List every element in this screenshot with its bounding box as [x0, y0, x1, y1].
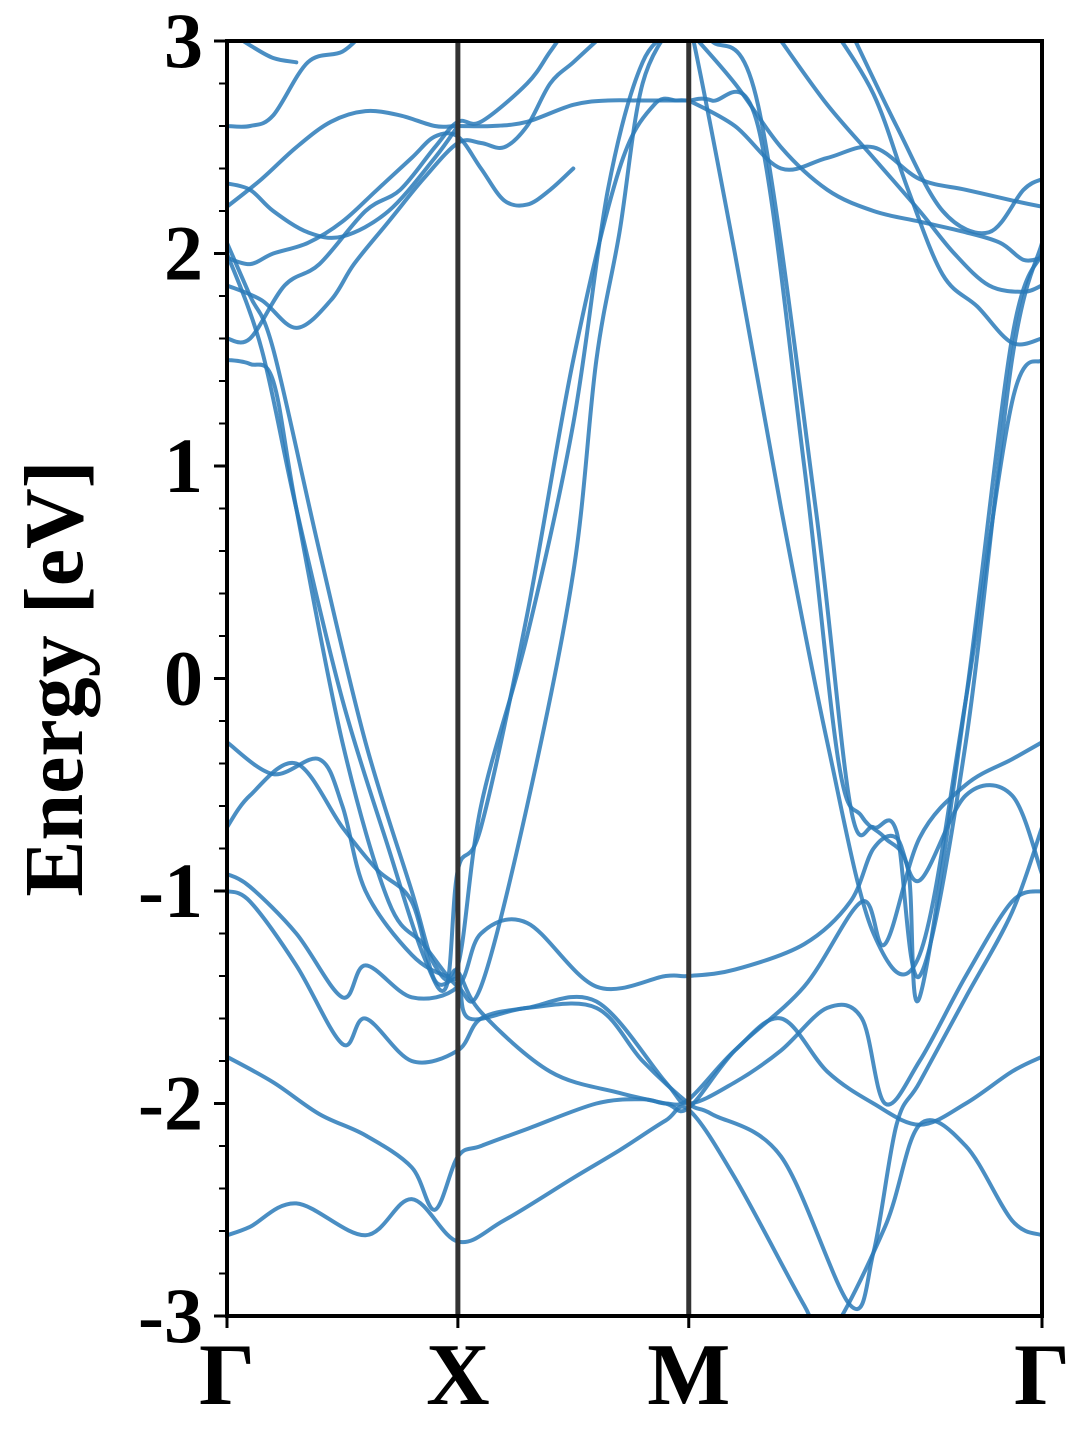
y-axis-label: Energy [eV]: [8, 460, 101, 896]
band-line-2: [227, 1016, 1042, 1212]
y-tick-label: 2: [164, 210, 203, 297]
high-symmetry-lines: [455, 41, 692, 1316]
band-line-6: [227, 760, 1042, 1311]
band-line-9: [227, 41, 1042, 1004]
band-line-5: [227, 740, 1042, 1114]
y-tick-label: -3: [138, 1272, 203, 1359]
y-tick-label: 3: [164, 0, 203, 84]
band-line-20: [839, 41, 1042, 347]
x-tick-label: Γ: [199, 1327, 255, 1424]
band-line-17: [686, 98, 1042, 209]
x-tick-label: M: [647, 1327, 730, 1424]
band-line-13: [227, 98, 691, 209]
band-line-19: [779, 41, 1042, 294]
band-lines: [227, 41, 1042, 1316]
band-line-1: [227, 1104, 1042, 1316]
band-line-16: [239, 41, 299, 65]
x-tick-label: X: [426, 1327, 490, 1424]
y-tick-label: 1: [164, 422, 203, 509]
x-tick-label: Γ: [1014, 1327, 1070, 1424]
y-ticks: -3 -2 -1 0 1 2 3: [138, 0, 227, 1359]
y-tick-label: -2: [138, 1060, 203, 1147]
band-line-15: [227, 41, 359, 129]
band-line-18: [695, 41, 1042, 263]
band-line-21: [853, 41, 1042, 236]
band-line-14: [227, 124, 460, 240]
band-line-4: [227, 783, 1042, 1001]
y-tick-label: 0: [164, 635, 203, 722]
band-line-12: [227, 131, 576, 267]
y-tick-label: -1: [138, 847, 203, 934]
